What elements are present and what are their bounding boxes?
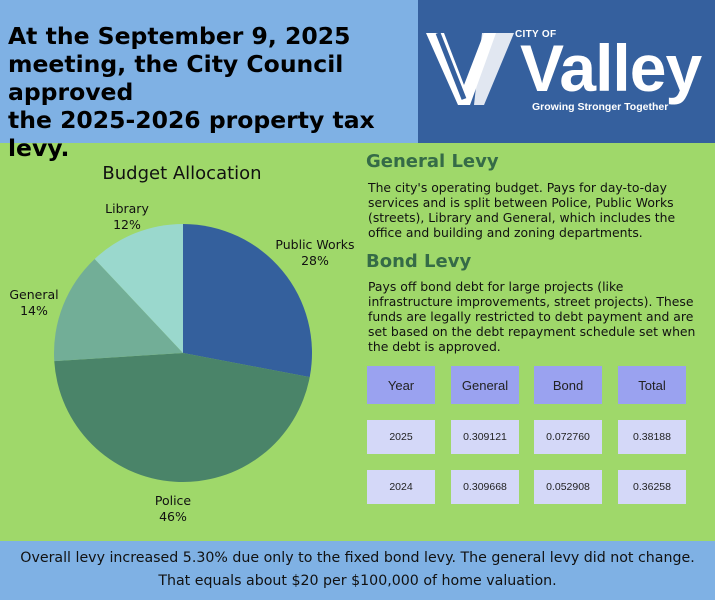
table-cell-general: 0.309121 [451, 420, 519, 454]
footer-line-2: That equals about $20 per $100,000 of ho… [158, 573, 557, 589]
logo-city-name: Valley [520, 31, 702, 105]
logo-panel [418, 0, 715, 143]
valley-v-logo-icon [426, 32, 514, 105]
slice-label: General [9, 287, 58, 302]
slice-label: Police [155, 493, 192, 508]
slice-label: Library [105, 201, 149, 216]
pie-slice-police [54, 353, 310, 483]
logo-city-of: CITY OF [515, 29, 557, 40]
header-banner: At the September 9, 2025 meeting, the Ci… [0, 0, 418, 162]
table-header-year: Year [367, 366, 435, 404]
slice-value-label: 12% [113, 217, 141, 232]
slice-label: Public Works [275, 237, 354, 252]
pie-slice-public-works [183, 224, 312, 378]
table-cell-year: 2024 [367, 470, 435, 504]
slice-value-label: 28% [301, 253, 329, 268]
logo-tagline: Growing Stronger Together [532, 101, 669, 113]
slice-value-label: 14% [20, 303, 48, 318]
table-cell-general: 0.309668 [451, 470, 519, 504]
table-cell-bond: 0.052908 [534, 470, 602, 504]
table-cell-total: 0.38188 [618, 420, 686, 454]
bond-levy-description: Pays off bond debt for large projects (l… [368, 279, 696, 354]
chart-title: Budget Allocation [102, 163, 261, 184]
general-levy-title: General Levy [366, 151, 499, 172]
table-header-total: Total [618, 366, 686, 404]
pie-slice-library [94, 224, 183, 353]
table-cell-bond: 0.072760 [534, 420, 602, 454]
table-cell-year: 2025 [367, 420, 435, 454]
slice-value-label: 46% [159, 509, 187, 524]
general-levy-description: The city's operating budget. Pays for da… [368, 180, 676, 240]
footer-line-1: Overall levy increased 5.30% due only to… [20, 550, 695, 566]
bond-levy-title: Bond Levy [366, 251, 472, 272]
footer-banner: Overall levy increased 5.30% due only to… [0, 541, 715, 600]
table-cell-total: 0.36258 [618, 470, 686, 504]
pie-slice-general [54, 258, 183, 362]
table-header-bond: Bond [534, 366, 602, 404]
table-header-general: General [451, 366, 519, 404]
headline: At the September 9, 2025 meeting, the Ci… [8, 22, 375, 162]
